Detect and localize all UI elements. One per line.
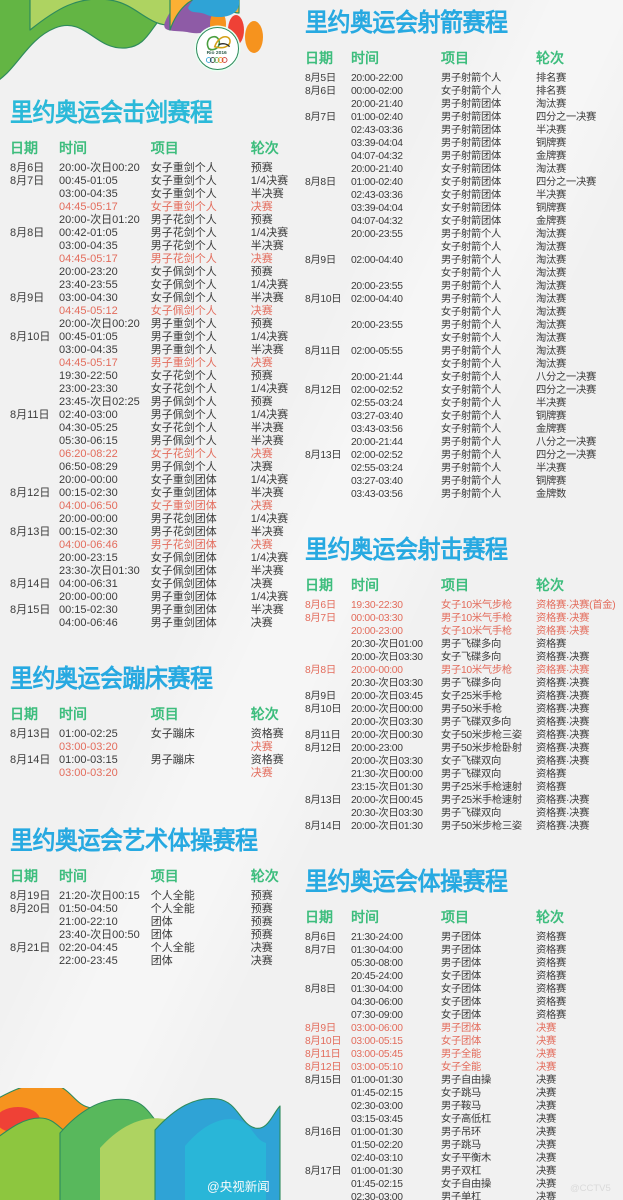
svg-text:Rio 2016: Rio 2016 bbox=[206, 50, 226, 56]
